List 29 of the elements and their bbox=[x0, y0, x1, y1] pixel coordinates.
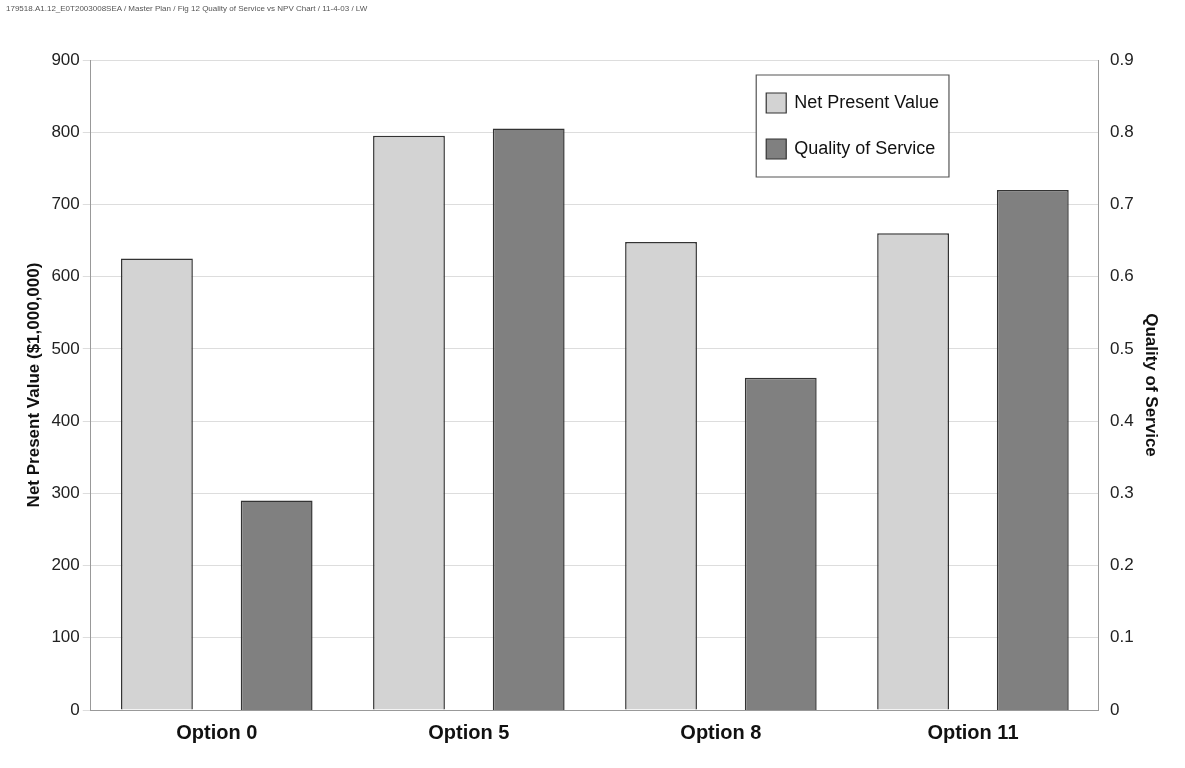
x-tick-label: Option 0 bbox=[176, 720, 258, 743]
y2-tick-label: 0 bbox=[1109, 699, 1120, 719]
y2-tick-label: 0.4 bbox=[1109, 410, 1134, 430]
y2-tick-label: 0.3 bbox=[1109, 483, 1134, 503]
legend-label: Quality of Service bbox=[794, 137, 936, 158]
y-tick-label: 0 bbox=[70, 699, 80, 719]
y-tick-label: 200 bbox=[51, 555, 80, 575]
y2-tick-label: 0.5 bbox=[1109, 338, 1134, 358]
y2-tick-label: 0.2 bbox=[1109, 555, 1134, 575]
y-tick-label: 500 bbox=[51, 338, 80, 358]
y2-tick-label: 0.9 bbox=[1109, 49, 1134, 69]
x-tick-label: Option 8 bbox=[680, 720, 762, 743]
y2-tick-label: 0.7 bbox=[1109, 194, 1134, 214]
y-tick-label: 700 bbox=[51, 194, 80, 214]
y-axis-title: Net Present Value ($1,000,000) bbox=[23, 262, 43, 508]
x-tick-label: Option 5 bbox=[428, 720, 510, 743]
y2-axis-title: Quality of Service bbox=[1142, 313, 1162, 457]
y-tick-label: 900 bbox=[51, 49, 80, 69]
x-tick-label: Option 11 bbox=[927, 720, 1019, 743]
legend-label: Net Present Value bbox=[794, 91, 939, 112]
y-tick-label: 400 bbox=[51, 410, 80, 430]
y-tick-label: 300 bbox=[51, 483, 80, 503]
text: 179518.A1.12_E0T2003008SEA / Master Plan / Fig 12 Quality of Service vs NPV Chart / 11-4-03 / LW bbox=[5, 3, 369, 15]
y-tick-label: 600 bbox=[51, 266, 80, 286]
y2-tick-label: 0.8 bbox=[1109, 121, 1134, 141]
y-tick-label: 100 bbox=[51, 627, 80, 647]
y-tick-label: 800 bbox=[51, 121, 80, 141]
y2-tick-label: 0.6 bbox=[1109, 266, 1134, 286]
y2-tick-label: 0.1 bbox=[1109, 627, 1134, 647]
